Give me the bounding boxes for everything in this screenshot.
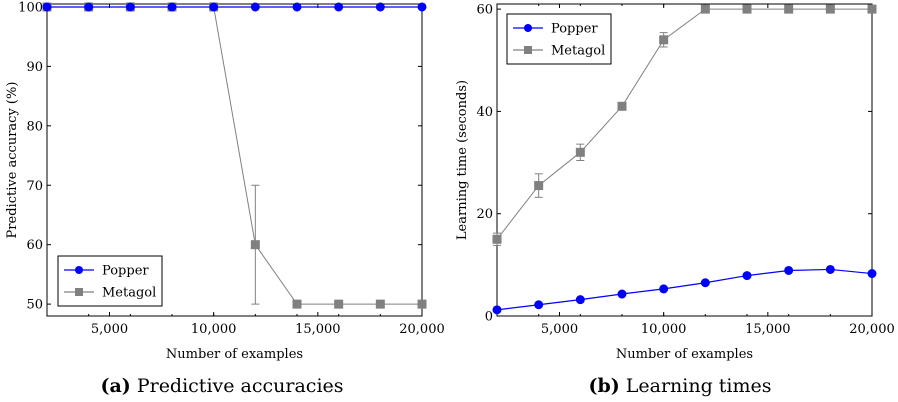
- data-point-metagol: [784, 4, 794, 14]
- data-point-metagol: [700, 4, 710, 14]
- data-point-popper: [575, 295, 585, 305]
- data-point-popper: [125, 2, 135, 12]
- chart-predictive-accuracy: 5,000 10,000 15,000 20,000 50 60 70 80 90 100 Numb…: [5, 0, 445, 397]
- x-axis-label: Number of examples: [616, 347, 753, 362]
- legend-marker-circle: [524, 24, 532, 32]
- y-axis-label: Predictive accuracy (%): [5, 82, 20, 239]
- y-axis-label: Learning time (seconds): [455, 80, 470, 240]
- x-axis-label: Number of examples: [166, 347, 303, 362]
- data-point-popper: [659, 284, 669, 294]
- caption: (b) Learning times: [588, 375, 771, 397]
- data-point-metagol: [334, 299, 344, 309]
- data-point-popper: [784, 265, 794, 275]
- legend-box: [506, 13, 612, 65]
- caption-letter: (b): [588, 375, 619, 397]
- chart-learning-time: 5,000 10,000 15,000 20,000 0 20 40 60 Number of …: [455, 3, 895, 397]
- y-tick-label: 40: [476, 105, 493, 120]
- data-point-popper: [417, 2, 427, 12]
- y-tick-label: 0: [485, 310, 493, 325]
- data-point-popper: [84, 2, 94, 12]
- data-point-popper: [700, 278, 710, 288]
- data-point-metagol: [575, 147, 585, 157]
- data-point-metagol: [250, 240, 260, 250]
- caption-letter: (a): [100, 375, 130, 397]
- legend-entry-metagol: Metagol: [551, 44, 605, 59]
- x-tick-label: 20,000: [849, 322, 895, 337]
- caption-text: Learning times: [620, 375, 772, 397]
- data-point-popper: [375, 2, 385, 12]
- y-tick-label: 20: [476, 207, 493, 222]
- y-tick-label: 60: [26, 238, 43, 253]
- y-tick-label: 70: [26, 179, 43, 194]
- data-point-popper: [209, 2, 219, 12]
- y-tick-label: 100: [18, 0, 43, 15]
- y-tick-label: 60: [476, 3, 493, 18]
- series-popper: [42, 2, 427, 12]
- x-tick-label: 10,000: [191, 322, 237, 337]
- legend-marker-square: [524, 46, 532, 54]
- data-point-metagol: [534, 181, 544, 191]
- y-tick-label: 80: [26, 119, 43, 134]
- data-point-popper: [250, 2, 260, 12]
- data-point-popper: [534, 300, 544, 310]
- data-point-metagol: [742, 4, 752, 14]
- y-tick-label: 90: [26, 60, 43, 75]
- data-point-popper: [42, 2, 52, 12]
- data-point-popper: [742, 271, 752, 281]
- data-point-metagol: [292, 299, 302, 309]
- data-point-metagol: [617, 101, 627, 111]
- legend-box: [57, 255, 163, 307]
- x-tick-label: 5,000: [541, 322, 578, 337]
- x-tick-label: 20,000: [399, 322, 445, 337]
- data-point-metagol: [375, 299, 385, 309]
- legend: Popper Metagol: [506, 13, 612, 65]
- series-line-metagol: [496, 8, 872, 240]
- x-tick-label: 15,000: [295, 322, 341, 337]
- data-point-metagol: [659, 35, 669, 45]
- legend-entry-popper: Popper: [551, 22, 598, 37]
- data-point-popper: [492, 305, 502, 315]
- data-point-popper: [334, 2, 344, 12]
- x-tick-label: 15,000: [745, 322, 791, 337]
- legend-marker-square: [75, 288, 83, 296]
- series-line-popper: [496, 268, 873, 311]
- series-popper: [492, 264, 877, 315]
- data-point-metagol: [492, 234, 502, 244]
- series-metagol: [492, 4, 877, 246]
- caption-text: Predictive accuracies: [131, 375, 344, 397]
- plot-frame: [46, 3, 423, 317]
- data-point-metagol: [867, 4, 877, 14]
- caption: (a) Predictive accuracies: [100, 375, 343, 397]
- data-point-popper: [867, 269, 877, 279]
- legend-marker-circle: [75, 266, 83, 274]
- legend-entry-metagol: Metagol: [102, 286, 156, 301]
- data-point-popper: [292, 2, 302, 12]
- x-tick-label: 5,000: [91, 322, 128, 337]
- data-point-metagol: [417, 299, 427, 309]
- data-point-popper: [617, 289, 627, 299]
- data-point-metagol: [825, 4, 835, 14]
- data-point-popper: [825, 264, 835, 274]
- plot-frame: [496, 3, 873, 317]
- x-tick-label: 10,000: [641, 322, 687, 337]
- legend: Popper Metagol: [57, 255, 163, 307]
- y-tick-label: 50: [26, 298, 43, 313]
- data-point-popper: [167, 2, 177, 12]
- legend-entry-popper: Popper: [102, 264, 149, 279]
